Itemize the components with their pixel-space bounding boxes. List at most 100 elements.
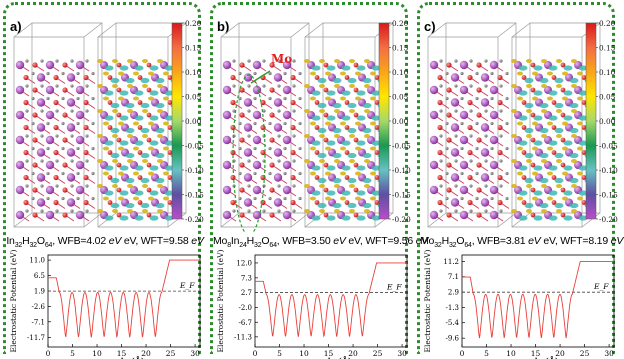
accumulation-lobe xyxy=(547,196,553,201)
accumulation-lobe xyxy=(112,134,118,138)
hydrogen-atom xyxy=(490,196,494,201)
hydrogen-atom xyxy=(91,71,95,76)
y-axis-label: Electrostatic Potential (eV) xyxy=(216,249,225,352)
hydrogen-atom xyxy=(25,184,29,188)
accumulation-lobe xyxy=(97,209,103,213)
depletion-lobe xyxy=(563,165,573,171)
accumulation-lobe xyxy=(163,146,169,151)
accumulation-lobe xyxy=(370,121,376,126)
colorbar xyxy=(171,22,183,220)
potential-chart: 051015202530z axis (Å)11.27.12.9-1.3-5.4… xyxy=(423,249,615,359)
hydrogen-atom xyxy=(505,146,509,151)
hydrogen-atom xyxy=(31,71,35,76)
charge-density-lobes xyxy=(304,59,387,221)
accumulation-lobe xyxy=(97,159,103,163)
hydrogen-atom xyxy=(247,84,251,88)
depletion-lobe xyxy=(332,152,342,159)
oxygen-atom xyxy=(353,212,359,218)
metal-atom xyxy=(45,160,55,170)
oxygen-atom xyxy=(116,162,122,168)
oxygen-atom xyxy=(521,150,527,155)
oxygen-atom xyxy=(476,212,482,218)
depletion-lobe xyxy=(332,202,342,209)
accumulation-lobe xyxy=(541,209,547,213)
depletion-lobe xyxy=(371,115,381,121)
hydrogen-atom xyxy=(91,196,95,201)
oxygen-atom xyxy=(230,199,236,206)
hydrogen-atom xyxy=(277,84,281,88)
hydrogen-atom xyxy=(31,196,35,201)
oxygen-atom xyxy=(323,212,329,218)
hydrogen-atom xyxy=(454,134,458,138)
hydrogen-atom xyxy=(298,71,302,76)
oxygen-atom xyxy=(530,162,536,168)
hydrogen-atom xyxy=(247,59,251,63)
hydrogen-atom xyxy=(25,59,29,63)
accumulation-lobe xyxy=(526,109,532,113)
hydrogen-atom xyxy=(298,121,302,126)
accumulation-lobe xyxy=(364,184,370,188)
oxygen-atom xyxy=(146,87,152,93)
depletion-lobe xyxy=(332,102,342,109)
accumulation-lobe xyxy=(103,121,109,126)
accumulation-lobe xyxy=(547,146,553,151)
accumulation-lobe xyxy=(355,121,361,126)
colorbar-tick-label: -0.15 xyxy=(392,191,411,200)
accumulation-lobe xyxy=(349,209,355,213)
accumulation-lobe xyxy=(325,146,331,151)
metal-atom xyxy=(450,173,460,182)
colorbar-tick-label: 0.15 xyxy=(599,44,616,53)
x-tick-label: 0 xyxy=(460,349,465,358)
unit-label: eV xyxy=(528,235,541,247)
unit-label: eV xyxy=(191,235,204,247)
depletion-lobe xyxy=(341,90,351,96)
depletion-lobe xyxy=(104,215,114,221)
accumulation-lobe xyxy=(517,146,523,151)
hydrogen-atom xyxy=(40,209,44,213)
oxygen-atom xyxy=(314,100,320,105)
metal-atom xyxy=(243,98,253,107)
hydrogen-atom xyxy=(70,109,74,113)
accumulation-lobe xyxy=(163,96,169,101)
oxygen-atom xyxy=(62,137,68,143)
oxygen-atom xyxy=(83,149,89,156)
depletion-lobe xyxy=(539,202,549,209)
metal-atom xyxy=(429,110,439,120)
oxygen-atom xyxy=(32,187,38,193)
oxygen-atom xyxy=(260,149,266,156)
depletion-lobe xyxy=(533,65,543,71)
depletion-lobe xyxy=(548,65,558,71)
accumulation-lobe xyxy=(364,209,370,213)
depletion-lobe xyxy=(134,115,144,121)
oxygen-atom xyxy=(314,175,320,180)
depletion-lobe xyxy=(518,90,528,96)
depletion-lobe xyxy=(518,165,528,171)
oxygen-atom xyxy=(476,187,482,193)
oxygen-atom xyxy=(344,100,350,105)
oxygen-atom xyxy=(521,175,527,180)
oxygen-atom xyxy=(521,100,527,105)
accumulation-lobe xyxy=(349,184,355,188)
hydrogen-atom xyxy=(460,171,464,176)
oxygen-atom xyxy=(437,174,443,181)
depletion-lobe xyxy=(554,152,564,159)
hydrogen-atom xyxy=(490,171,494,176)
depletion-lobe xyxy=(155,152,165,159)
accumulation-lobe xyxy=(133,71,139,76)
accumulation-lobe xyxy=(577,171,583,176)
colorbar-tick-label: -0.10 xyxy=(392,166,411,175)
accumulation-lobe xyxy=(517,71,523,76)
depletion-lobe xyxy=(539,127,549,134)
colorbar-tick-label: 0.00 xyxy=(599,117,616,126)
accumulation-lobe xyxy=(364,159,370,163)
hydrogen-atom xyxy=(505,71,509,76)
depletion-lobe xyxy=(110,102,120,109)
metal-atom xyxy=(66,173,76,182)
oxygen-atom xyxy=(167,200,173,205)
depletion-lobe xyxy=(356,140,366,146)
y-axis-label: Electrostatic Potential (eV) xyxy=(9,249,18,352)
potential-chart: 051015202530z axis (Å)11.06.51.9-2.6-7.1… xyxy=(9,249,201,359)
metal-atom xyxy=(45,85,55,95)
oxygen-atom xyxy=(530,212,536,218)
depletion-lobe xyxy=(110,177,120,184)
